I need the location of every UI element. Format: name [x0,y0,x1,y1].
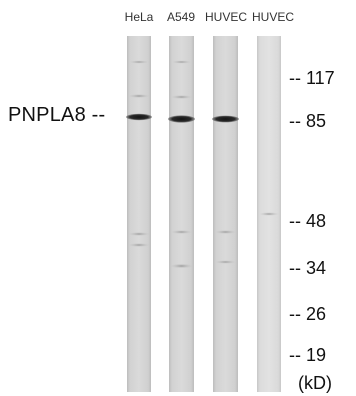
marker-85: -- 85 [289,111,327,131]
lane-label-hela: HeLa [124,10,154,24]
faint-band [128,94,150,98]
faint-band [214,260,237,264]
band-hela-pnpla8 [126,113,152,121]
band-huvec-1-pnpla8 [212,115,239,123]
faint-band [170,230,193,234]
faint-band [169,263,194,269]
marker-34: -- 34 [289,258,327,278]
unit-label: (kD) [298,373,332,393]
lane-label-a549: A549 [166,10,196,24]
marker-117: -- 117 [289,68,335,88]
faint-band [129,60,149,64]
marker-48: -- 48 [289,211,327,231]
band-a549-pnpla8 [168,115,195,123]
faint-band [214,230,237,234]
lane-huvec-1 [213,36,238,392]
faint-band [170,95,193,99]
marker-26: -- 26 [289,304,327,324]
faint-band [259,212,279,216]
faint-band [128,243,150,247]
marker-19: -- 19 [289,345,327,365]
lane-label-huvec-2: HUVEC [251,10,294,24]
lane-label-huvec-1: HUVEC [204,10,247,24]
lane-hela [127,36,151,392]
faint-band [128,232,150,236]
protein-label: PNPLA8 -- [8,104,106,126]
lane-a549 [169,36,194,392]
faint-band [171,60,192,64]
